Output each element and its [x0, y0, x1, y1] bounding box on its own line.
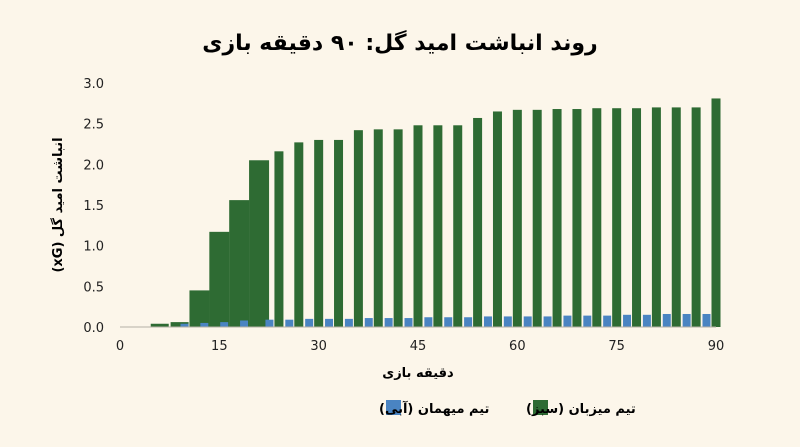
bar-host [150, 323, 169, 327]
y-axis-label: انباشت امید گل (xG) [50, 137, 66, 272]
bar-host [393, 129, 403, 327]
x-tick-label: 75 [608, 339, 625, 354]
bar-host [373, 129, 383, 327]
bar-host [612, 108, 622, 327]
bar-guest [325, 318, 334, 327]
bar-guest [623, 314, 632, 327]
bar-guest [464, 317, 473, 327]
x-axis-ticks: 0 15 30 45 60 75 90 [116, 339, 724, 354]
y-tick-label: 2.0 [83, 158, 104, 173]
x-tick-label: 15 [211, 339, 228, 354]
bar-guest [523, 316, 532, 327]
x-axis-label: دقیقه بازی [382, 366, 454, 381]
bar-guest [702, 313, 711, 327]
bar-host [353, 130, 363, 327]
bar-guest [583, 315, 592, 327]
bar-host [651, 107, 661, 328]
bar-host [532, 109, 542, 327]
legend-label-host: تیم میزبان (سبز) [526, 402, 636, 417]
bar-host [209, 231, 230, 327]
bar-guest [305, 318, 314, 327]
bar-host [413, 125, 423, 327]
bar-host [691, 107, 701, 328]
bar-host [433, 125, 443, 327]
bar-guest [543, 316, 552, 327]
bar-host [512, 109, 522, 327]
y-tick-label: 3.0 [83, 77, 104, 92]
bar-guest [662, 313, 671, 327]
bars [150, 98, 721, 328]
bar-guest [404, 318, 413, 327]
bar-guest [344, 318, 353, 327]
bar-host [671, 107, 681, 328]
x-tick-label: 30 [310, 339, 327, 354]
bar-guest [563, 315, 572, 327]
bar-guest [364, 318, 373, 327]
bar-guest [682, 313, 691, 327]
bar-guest [180, 323, 189, 327]
bar-host [249, 160, 270, 327]
y-axis-ticks: 0.0 0.5 1.0 1.5 2.0 2.5 3.0 [83, 77, 104, 336]
bar-host [473, 117, 483, 328]
legend-label-guest: تیم میهمان (آبی) [379, 400, 489, 417]
bar-guest [265, 319, 274, 327]
bar-host [170, 322, 189, 327]
bar-host [632, 108, 642, 327]
x-tick-label: 0 [116, 339, 124, 354]
y-tick-label: 1.0 [83, 240, 104, 255]
legend-swatch-host [533, 400, 548, 415]
bar-guest [483, 316, 492, 327]
legend: تیم میزبان (سبز) تیم میهمان (آبی) [379, 400, 636, 417]
bar-host [274, 151, 284, 327]
bar-host [334, 139, 344, 327]
bar-host [711, 98, 721, 327]
y-tick-label: 2.5 [83, 118, 104, 133]
bar-guest [642, 314, 651, 327]
bar-host [453, 125, 463, 327]
y-tick-label: 0.0 [83, 321, 104, 336]
legend-swatch-guest [386, 400, 401, 415]
bar-guest [285, 319, 294, 327]
bar-host [314, 139, 324, 327]
y-tick-label: 1.5 [83, 199, 104, 214]
bar-guest [503, 316, 512, 327]
bar-host [294, 142, 304, 327]
bar-host [572, 109, 582, 327]
bar-guest [240, 320, 249, 327]
x-tick-label: 90 [708, 339, 725, 354]
bar-guest [603, 315, 612, 327]
bar-host [592, 108, 602, 327]
bar-guest [424, 317, 433, 327]
chart-title: روند انباشت امید گل: ۹۰ دقیقه بازی [202, 29, 597, 56]
bar-host [552, 109, 562, 327]
bar-host [229, 200, 250, 327]
bar-guest [444, 317, 453, 327]
bar-guest [384, 318, 393, 327]
x-tick-label: 60 [509, 339, 526, 354]
x-tick-label: 45 [410, 339, 427, 354]
bar-guest [220, 322, 229, 327]
bar-guest [200, 322, 209, 327]
bar-host [492, 111, 502, 327]
bar-host [189, 290, 210, 327]
y-tick-label: 0.5 [83, 280, 104, 295]
